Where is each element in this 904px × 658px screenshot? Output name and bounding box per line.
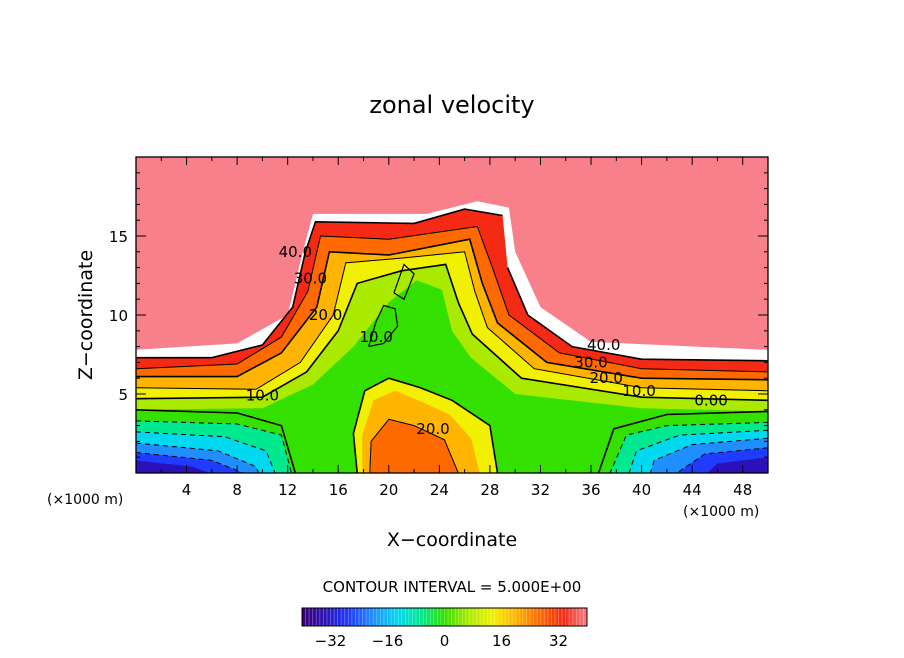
contour-line-4 bbox=[136, 251, 768, 392]
contour-line-2 bbox=[136, 225, 768, 373]
contour-label-7: 30.0 bbox=[574, 353, 607, 371]
velocity-field bbox=[136, 157, 768, 473]
x-tick-label-4: 20 bbox=[379, 481, 398, 499]
contour-line-9 bbox=[597, 410, 768, 473]
x-axis-ticks: 4 8 12 16 20 24 28 32 36 40 44 48 bbox=[160, 157, 752, 499]
contour-line-5 bbox=[136, 263, 768, 402]
field-band-20 bbox=[707, 457, 768, 473]
contour-label-3: 10.0 bbox=[359, 328, 392, 346]
negative-contour-6 bbox=[649, 437, 768, 473]
colorbar-frame bbox=[301, 607, 588, 627]
contour-label-1: 30.0 bbox=[294, 270, 327, 288]
colorbar-tick-label-3: 16 bbox=[492, 632, 511, 650]
colorbar-tick-label-0: −32 bbox=[315, 632, 347, 650]
x-tick-label-11: 48 bbox=[733, 481, 752, 499]
negative-contour-5 bbox=[628, 429, 768, 473]
colorbar-tick-label-2: 0 bbox=[440, 632, 450, 650]
negative-contour-4 bbox=[609, 421, 768, 473]
x-tick-label-2: 12 bbox=[278, 481, 297, 499]
colorbar-tick-label-4: 32 bbox=[549, 632, 568, 650]
contour-label-8: 20.0 bbox=[589, 369, 622, 387]
contour-line-6 bbox=[352, 377, 499, 473]
colorbar-fill bbox=[302, 608, 587, 626]
negative-contour-0 bbox=[136, 420, 292, 473]
contour-interval: CONTOUR INTERVAL = 5.000E+00 bbox=[323, 578, 582, 596]
y-tick-label-1: 10 bbox=[109, 307, 128, 325]
x-tick-label-0: 4 bbox=[182, 481, 192, 499]
field-band-0 bbox=[136, 157, 768, 350]
x-tick-label-6: 28 bbox=[480, 481, 499, 499]
chart-title: zonal velocity bbox=[369, 91, 534, 119]
contour-line-10 bbox=[368, 304, 399, 348]
negative-contour-7 bbox=[676, 447, 768, 473]
y-tick-label-0: 5 bbox=[118, 386, 128, 404]
x-unit-right: (×1000 m) bbox=[683, 504, 759, 520]
field-band-7 bbox=[136, 280, 768, 473]
contour-label-0: 40.0 bbox=[279, 243, 312, 261]
x-tick-label-1: 8 bbox=[232, 481, 242, 499]
contour-line-8 bbox=[136, 409, 297, 473]
x-tick-label-8: 36 bbox=[581, 481, 600, 499]
x-tick-label-5: 24 bbox=[430, 481, 449, 499]
x-unit-left: (×1000 m) bbox=[47, 492, 123, 508]
contour-line-3 bbox=[136, 238, 768, 381]
y-axis-label: Z−coordinate bbox=[75, 250, 97, 380]
field-band-10 bbox=[369, 419, 459, 473]
field-band-15 bbox=[136, 460, 210, 473]
y-axis-ticks: 5 10 15 bbox=[109, 172, 768, 458]
contour-label-6: 40.0 bbox=[587, 336, 620, 354]
contour-line-11 bbox=[393, 263, 415, 301]
colorbar: −32 −16 0 16 32 bbox=[301, 607, 588, 650]
x-tick-label-3: 16 bbox=[329, 481, 348, 499]
contour-label-2: 20.0 bbox=[309, 306, 342, 324]
negative-contour-1 bbox=[136, 431, 276, 473]
x-tick-label-10: 44 bbox=[683, 481, 702, 499]
x-tick-label-7: 32 bbox=[531, 481, 550, 499]
colorbar-tick-label-1: −16 bbox=[372, 632, 404, 650]
contour-labels: 40.030.020.010.010.020.040.030.020.010.0… bbox=[246, 243, 728, 438]
contour-line-7 bbox=[369, 418, 459, 473]
x-axis-label: X−coordinate bbox=[387, 529, 517, 551]
contour-line-0 bbox=[136, 208, 503, 359]
negative-contour-3 bbox=[136, 452, 244, 473]
contour-label-10: 0.00 bbox=[694, 391, 727, 409]
contour-lines bbox=[136, 208, 768, 473]
field-band-1 bbox=[367, 157, 509, 195]
negative-contour-2 bbox=[136, 442, 260, 473]
contour-label-9: 10.0 bbox=[622, 382, 655, 400]
contour-line-1 bbox=[506, 267, 768, 362]
contour-label-4: 10.0 bbox=[246, 387, 279, 405]
y-tick-label-2: 15 bbox=[109, 228, 128, 246]
contour-label-5: 20.0 bbox=[416, 420, 449, 438]
x-tick-label-9: 40 bbox=[632, 481, 651, 499]
